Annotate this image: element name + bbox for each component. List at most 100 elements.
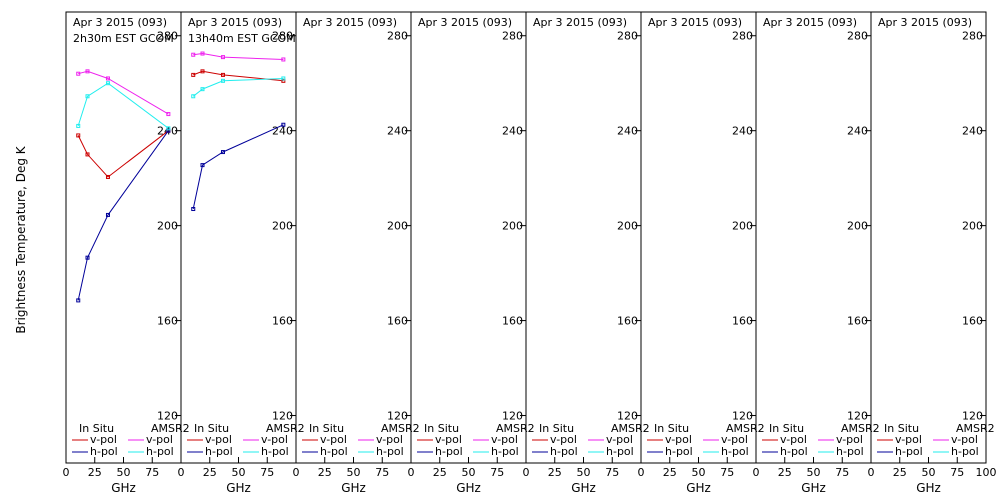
x-tick-label: 100: [976, 466, 997, 479]
panel-7: Apr 3 2015 (093) 120 160 200 240 280 0 25 50 75 GH…: [753, 11, 880, 495]
data-point: [105, 174, 110, 179]
x-tick-label: 50: [232, 466, 246, 479]
data-point: [76, 123, 81, 128]
panel-title: Apr 3 2015 (093): [763, 16, 857, 29]
y-tick-label: 240: [962, 125, 983, 138]
y-tick-label: 120: [502, 410, 523, 423]
x-axis-label: GHz: [686, 481, 711, 495]
legend-amsr2-header: AMSR2: [266, 422, 305, 435]
y-tick-label: 280: [157, 30, 178, 43]
y-tick-label: 240: [732, 125, 753, 138]
x-axis-label: GHz: [111, 481, 136, 495]
data-point: [191, 207, 196, 212]
legend-amsr2-v-pol-label: v-pol: [146, 433, 173, 446]
legend-amsr2-v-pol-label: v-pol: [376, 433, 403, 446]
x-tick-label: 50: [922, 466, 936, 479]
y-tick-label: 120: [732, 410, 753, 423]
y-tick-label: 120: [962, 410, 983, 423]
panel-title: Apr 3 2015 (093): [533, 16, 627, 29]
legend-insitu-v-pol-label: v-pol: [205, 433, 232, 446]
data-point: [281, 57, 286, 62]
data-point: [220, 72, 225, 77]
y-tick-label: 120: [387, 410, 408, 423]
x-tick-label: 25: [778, 466, 792, 479]
data-point: [220, 78, 225, 83]
panel-frame: [755, 11, 872, 464]
y-tick-label: 200: [272, 220, 293, 233]
series-line-amsr2-h-pol: [192, 78, 284, 97]
y-tick-label: 240: [387, 125, 408, 138]
x-tick-label: 0: [753, 466, 760, 479]
panel-title: Apr 3 2015 (093): [303, 16, 397, 29]
legend-amsr2-h-pol-label: h-pol: [721, 445, 749, 458]
x-axis-label: GHz: [571, 481, 596, 495]
data-point: [76, 133, 81, 138]
y-tick-label: 240: [502, 125, 523, 138]
legend-insitu-header: In Situ: [309, 422, 344, 435]
data-point: [85, 152, 90, 157]
y-tick-label: 280: [732, 30, 753, 43]
x-tick-label: 50: [692, 466, 706, 479]
x-tick-label: 25: [433, 466, 447, 479]
legend-insitu-header: In Situ: [884, 422, 919, 435]
legend-amsr2-v-pol-label: v-pol: [261, 433, 288, 446]
panel-subtitle: 13h40m EST GCOM: [188, 32, 296, 45]
legend-amsr2-h-pol-label: h-pol: [606, 445, 634, 458]
x-axis-label: GHz: [341, 481, 366, 495]
data-point: [200, 51, 205, 56]
x-tick-label: 75: [950, 466, 964, 479]
legend-insitu-h-pol-label: h-pol: [665, 445, 693, 458]
x-tick-label: 50: [117, 466, 131, 479]
legend-insitu-header: In Situ: [769, 422, 804, 435]
legend-insitu-v-pol-label: v-pol: [665, 433, 692, 446]
x-tick-label: 75: [375, 466, 389, 479]
x-tick-label: 0: [63, 466, 70, 479]
legend-insitu-header: In Situ: [424, 422, 459, 435]
data-point: [281, 78, 286, 83]
x-axis-label: GHz: [226, 481, 251, 495]
y-tick-label: 160: [617, 315, 638, 328]
panel-title: Apr 3 2015 (093): [878, 16, 972, 29]
y-tick-label: 160: [962, 315, 983, 328]
y-tick-label: 200: [732, 220, 753, 233]
legend-insitu-h-pol-label: h-pol: [205, 445, 233, 458]
data-point: [191, 52, 196, 57]
data-point: [281, 76, 286, 81]
legend-insitu-h-pol-label: h-pol: [780, 445, 808, 458]
data-point: [105, 81, 110, 86]
panel-frame: [410, 11, 527, 464]
y-tick-label: 200: [387, 220, 408, 233]
panel-3: Apr 3 2015 (093) 120 160 200 240 280 0 25 50 75 GH…: [293, 11, 420, 495]
panel-8: Apr 3 2015 (093) 120 160 200 240 280 0 25 50 75 10…: [868, 11, 997, 495]
panel-frame: [295, 11, 412, 464]
legend-insitu-header: In Situ: [654, 422, 689, 435]
x-axis-label: GHz: [801, 481, 826, 495]
x-tick-label: 25: [88, 466, 102, 479]
x-tick-label: 50: [347, 466, 361, 479]
series-line-in-situ-h-pol: [192, 124, 284, 210]
y-tick-label: 160: [502, 315, 523, 328]
series-line-in-situ-v-pol: [193, 70, 284, 82]
panel-frame: [525, 11, 642, 464]
series-line-in-situ-h-pol: [77, 130, 169, 301]
data-point: [281, 122, 286, 127]
x-tick-label: 50: [807, 466, 821, 479]
y-tick-label: 120: [847, 410, 868, 423]
x-tick-label: 25: [548, 466, 562, 479]
legend-insitu-h-pol-label: h-pol: [435, 445, 463, 458]
y-tick-label: 120: [157, 410, 178, 423]
panel-5: Apr 3 2015 (093) 120 160 200 240 280 0 25 50 75 GH…: [523, 11, 650, 495]
y-tick-label: 200: [502, 220, 523, 233]
legend-insitu-h-pol-label: h-pol: [895, 445, 923, 458]
series-line-in-situ-v-pol: [77, 130, 169, 178]
y-tick-label: 200: [962, 220, 983, 233]
legend-amsr2-h-pol-label: h-pol: [836, 445, 864, 458]
series-line-amsr2-v-pol: [78, 70, 169, 115]
legend-insitu-v-pol-label: v-pol: [550, 433, 577, 446]
data-point: [200, 163, 205, 168]
